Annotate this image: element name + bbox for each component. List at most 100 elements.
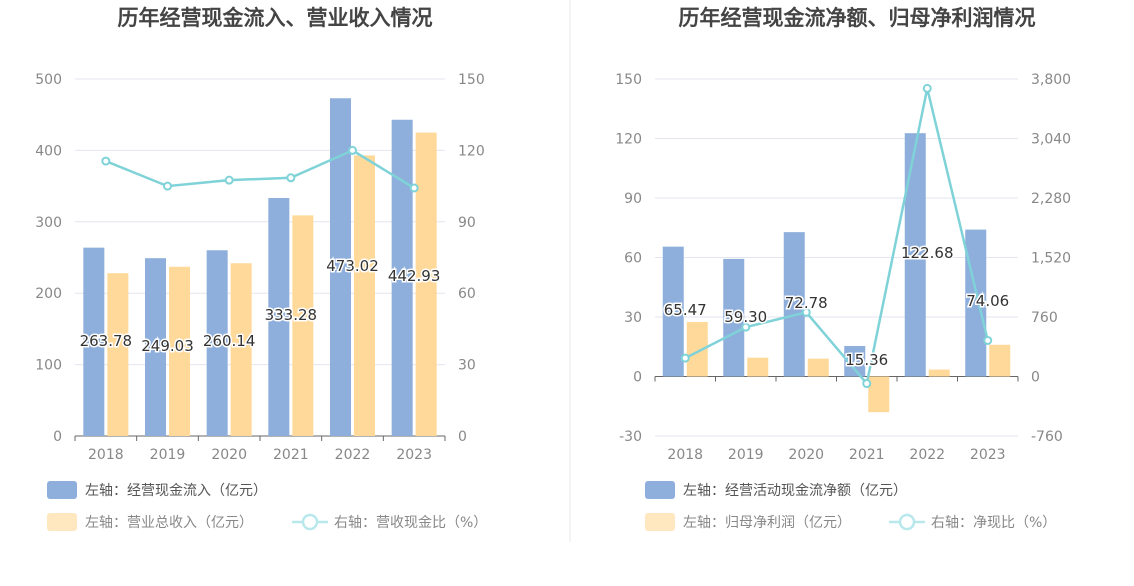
bar-primary (83, 247, 105, 436)
x-axis-tick: 2018 (88, 447, 124, 463)
left-axis-tick: 30 (624, 310, 642, 326)
bar-secondary (354, 155, 375, 436)
bar-value-label: 473.02 (326, 257, 379, 275)
bar-primary (723, 258, 745, 377)
bar-secondary (989, 344, 1011, 377)
bar-value-label: 15.36 (845, 351, 888, 369)
bar-value-label: 249.03 (141, 337, 194, 355)
bar-value-label: 442.93 (388, 267, 441, 285)
chart-title-2: 历年经营现金流净额、归母净利润情况 (679, 6, 1036, 30)
right-axis-tick: 60 (458, 286, 476, 302)
line-point (922, 83, 932, 93)
line-point (286, 173, 296, 183)
bar-primary (330, 98, 351, 436)
bar-primary (145, 258, 166, 436)
legend-swatch-primary (47, 481, 77, 499)
bar-value-label: 260.14 (203, 332, 256, 350)
right-axis-tick: 150 (458, 72, 485, 88)
right-axis-tick: 760 (1031, 310, 1058, 326)
left-axis-tick: 400 (35, 143, 62, 159)
legend-label: 左轴：经营活动现金流净额（亿元） (683, 483, 907, 499)
line-point (983, 335, 993, 345)
bar-primary (844, 346, 866, 377)
bar-secondary (230, 263, 252, 436)
right-axis-tick: 120 (458, 143, 485, 159)
x-axis-tick: 2022 (909, 447, 945, 463)
bar-primary (783, 232, 805, 377)
line-point (409, 183, 419, 193)
bar-secondary (107, 273, 129, 436)
legend-swatch-line-marker (898, 513, 916, 531)
left-axis-tick: 120 (615, 132, 642, 148)
x-axis-tick: 2019 (728, 447, 764, 463)
bar-secondary (686, 321, 708, 377)
legend-label: 右轴：净现比（%） (931, 515, 1056, 531)
line-point (862, 379, 872, 389)
bar-primary (662, 246, 684, 377)
x-axis-tick: 2020 (211, 447, 247, 463)
series-line (105, 148, 415, 190)
chart-title-1: 历年经营现金流入、营业收入情况 (118, 6, 433, 30)
bar-secondary (807, 358, 829, 377)
bar-value-label: 333.28 (265, 306, 318, 324)
bar-value-label: 74.06 (966, 292, 1009, 310)
right-axis-tick: -760 (1031, 429, 1063, 445)
x-axis-tick: 2023 (396, 447, 432, 463)
bar-secondary (747, 357, 769, 377)
left-axis-tick: 150 (615, 72, 642, 88)
bar-secondary (292, 215, 314, 436)
bar-value-label: 263.78 (80, 332, 133, 350)
legend-swatch-primary (645, 481, 675, 499)
right-axis-tick: 0 (1031, 370, 1040, 386)
bar-value-label: 122.68 (901, 244, 954, 262)
legend-label: 左轴：经营现金流入（亿元） (85, 483, 267, 499)
bar-secondary (868, 376, 890, 413)
line-point (741, 322, 751, 332)
left-axis-tick: -30 (619, 429, 642, 445)
bar-value-label: 72.78 (785, 294, 828, 312)
left-axis-tick: 0 (53, 429, 62, 445)
right-axis-tick: 0 (458, 429, 467, 445)
bar-secondary (928, 369, 950, 377)
line-point (680, 353, 690, 363)
right-axis-tick: 30 (458, 358, 476, 374)
right-axis-tick: 3,800 (1031, 72, 1071, 88)
x-axis-tick: 2019 (150, 447, 186, 463)
bar-value-label: 59.30 (724, 308, 767, 326)
x-axis-tick: 2020 (788, 447, 824, 463)
right-axis-tick: 90 (458, 215, 476, 231)
left-axis-tick: 100 (35, 358, 62, 374)
left-axis-tick: 90 (624, 191, 642, 207)
left-axis-tick: 60 (624, 251, 642, 267)
line-point (224, 175, 234, 185)
left-axis-tick: 200 (35, 286, 62, 302)
legend-label: 左轴：营业总收入（亿元） (85, 515, 253, 531)
series-line (684, 88, 989, 387)
legend-label: 右轴：营收现金比（%） (334, 515, 487, 531)
bar-primary (904, 133, 926, 377)
line-point (348, 145, 357, 155)
line-point (163, 181, 172, 191)
left-axis-tick: 500 (35, 72, 62, 88)
bar-secondary (415, 132, 437, 437)
right-axis-tick: 2,280 (1031, 191, 1071, 207)
legend-label: 左轴：归母净利润（亿元） (683, 514, 851, 531)
bar-primary (268, 198, 290, 436)
line-point (801, 307, 811, 317)
right-axis-tick: 3,040 (1031, 132, 1071, 148)
bar-value-label: 65.47 (664, 301, 707, 319)
legend-swatch-secondary (645, 513, 675, 531)
bar-secondary (169, 266, 190, 436)
legend-swatch-line-marker (301, 513, 319, 531)
x-axis-tick: 2023 (970, 447, 1006, 463)
line-point (101, 156, 111, 166)
x-axis-tick: 2018 (667, 447, 703, 463)
left-axis-tick: 300 (35, 215, 62, 231)
x-axis-tick: 2022 (335, 447, 371, 463)
legend-swatch-secondary (47, 513, 77, 531)
left-axis-tick: 0 (633, 370, 642, 386)
right-axis-tick: 1,520 (1031, 251, 1071, 267)
x-axis-tick: 2021 (273, 447, 309, 463)
